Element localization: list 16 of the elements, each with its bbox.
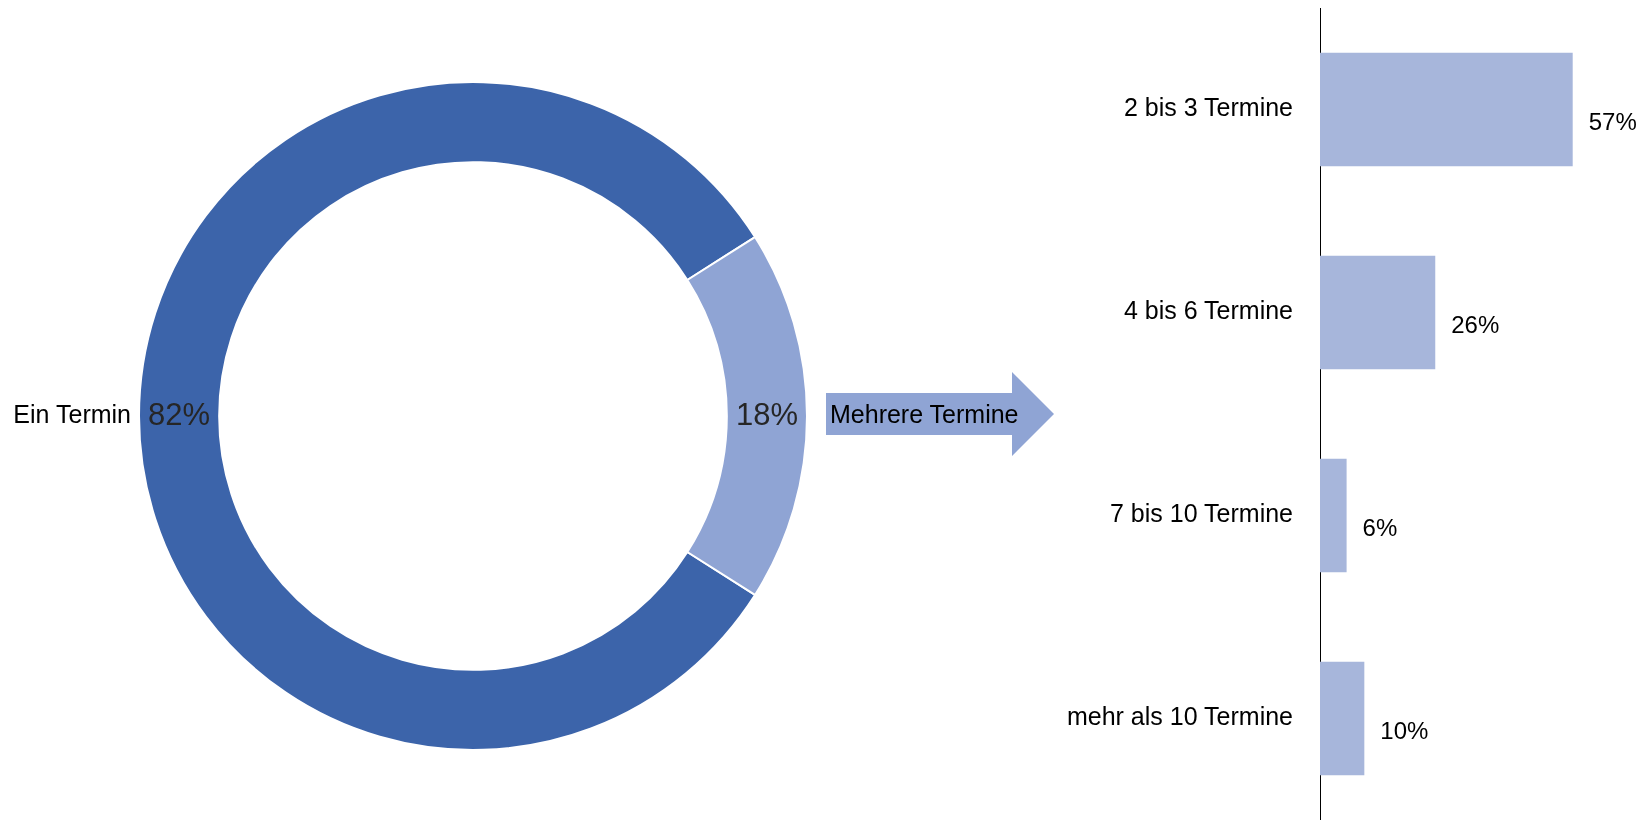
- y-tick-label: 4 bis 6 Termine: [1123, 296, 1293, 325]
- y-tick-label: 7 bis 10 Termine: [1110, 499, 1293, 528]
- data-label: 10%: [1380, 717, 1429, 745]
- slice-label: Mehrere Termine: [830, 399, 1019, 428]
- bar: [1320, 52, 1573, 167]
- bar: [1320, 458, 1347, 573]
- y-tick-label: 2 bis 3 Termine: [1123, 93, 1293, 122]
- data-label: 6%: [1362, 514, 1398, 542]
- bar: [1320, 661, 1365, 776]
- data-label: 82%: [148, 396, 211, 432]
- data-label: 57%: [1588, 108, 1637, 136]
- data-label: 26%: [1451, 311, 1500, 339]
- y-tick-label: mehr als 10 Termine: [1066, 702, 1293, 731]
- bar: [1320, 255, 1436, 370]
- slice-label: Ein Termin: [13, 399, 131, 428]
- data-label: 18%: [735, 396, 798, 432]
